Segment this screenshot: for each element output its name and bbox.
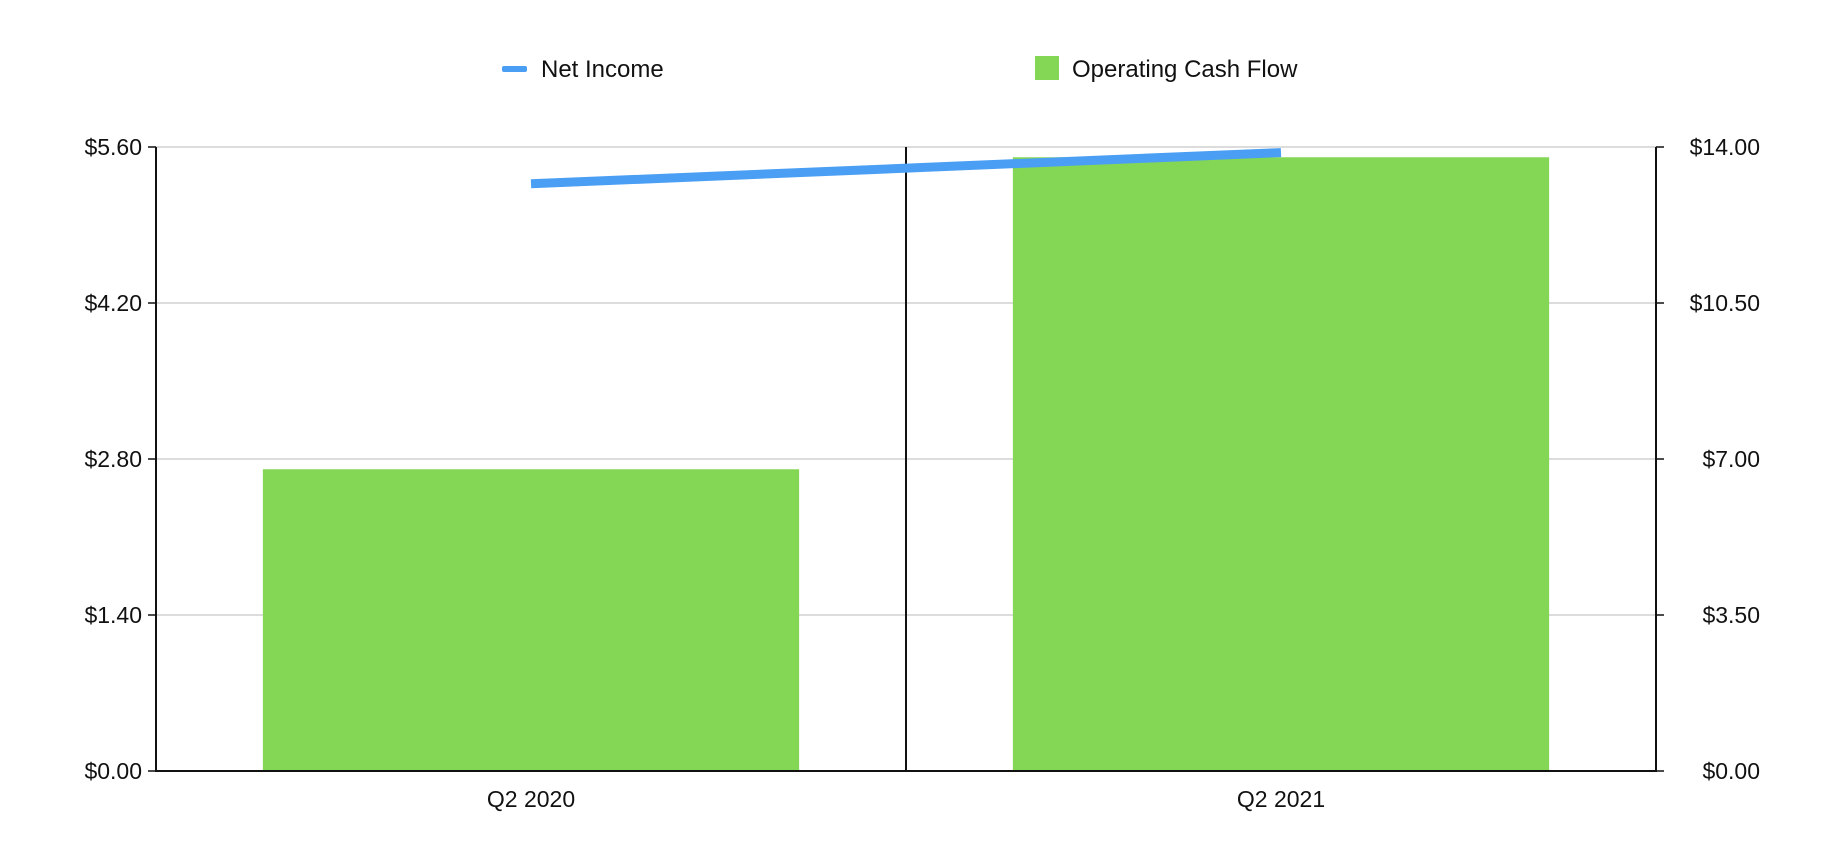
legend-item-operating-cash-flow[interactable]: Operating Cash Flow	[1035, 56, 1298, 83]
line-net-income[interactable]	[530, 148, 1282, 189]
left-tick-label: $1.40	[84, 602, 142, 628]
left-tick-label: $0.00	[84, 758, 142, 784]
right-tick-label: $7.00	[1702, 446, 1760, 472]
x-tick-label: Q2 2021	[1237, 786, 1325, 812]
left-tick-label: $4.20	[84, 290, 142, 316]
bar-operating-cash-flow[interactable]	[1012, 157, 1550, 771]
lines	[530, 148, 1282, 189]
right-tick-label: $0.00	[1702, 758, 1760, 784]
legend-label-net-income: Net Income	[541, 56, 664, 83]
bars	[262, 157, 1550, 771]
right-tick-label: $3.50	[1702, 602, 1760, 628]
legend-swatch-net-income	[502, 66, 527, 72]
legend-label-operating-cash-flow: Operating Cash Flow	[1072, 56, 1298, 83]
x-tick-label: Q2 2020	[487, 786, 575, 812]
legend: Net Income Operating Cash Flow	[502, 56, 1298, 83]
right-axis-ticks: $0.00 $3.50 $7.00 $10.50 $14.00	[1656, 134, 1760, 784]
left-axis-ticks: $0.00 $1.40 $2.80 $4.20 $5.60	[84, 134, 156, 784]
legend-item-net-income[interactable]: Net Income	[502, 56, 664, 83]
right-tick-label: $14.00	[1690, 134, 1760, 160]
left-tick-label: $2.80	[84, 446, 142, 472]
left-tick-label: $5.60	[84, 134, 142, 160]
bar-operating-cash-flow[interactable]	[262, 469, 800, 771]
right-tick-label: $10.50	[1690, 290, 1760, 316]
legend-swatch-operating-cash-flow	[1035, 56, 1059, 80]
x-axis-ticks: Q2 2020 Q2 2021	[487, 786, 1325, 812]
